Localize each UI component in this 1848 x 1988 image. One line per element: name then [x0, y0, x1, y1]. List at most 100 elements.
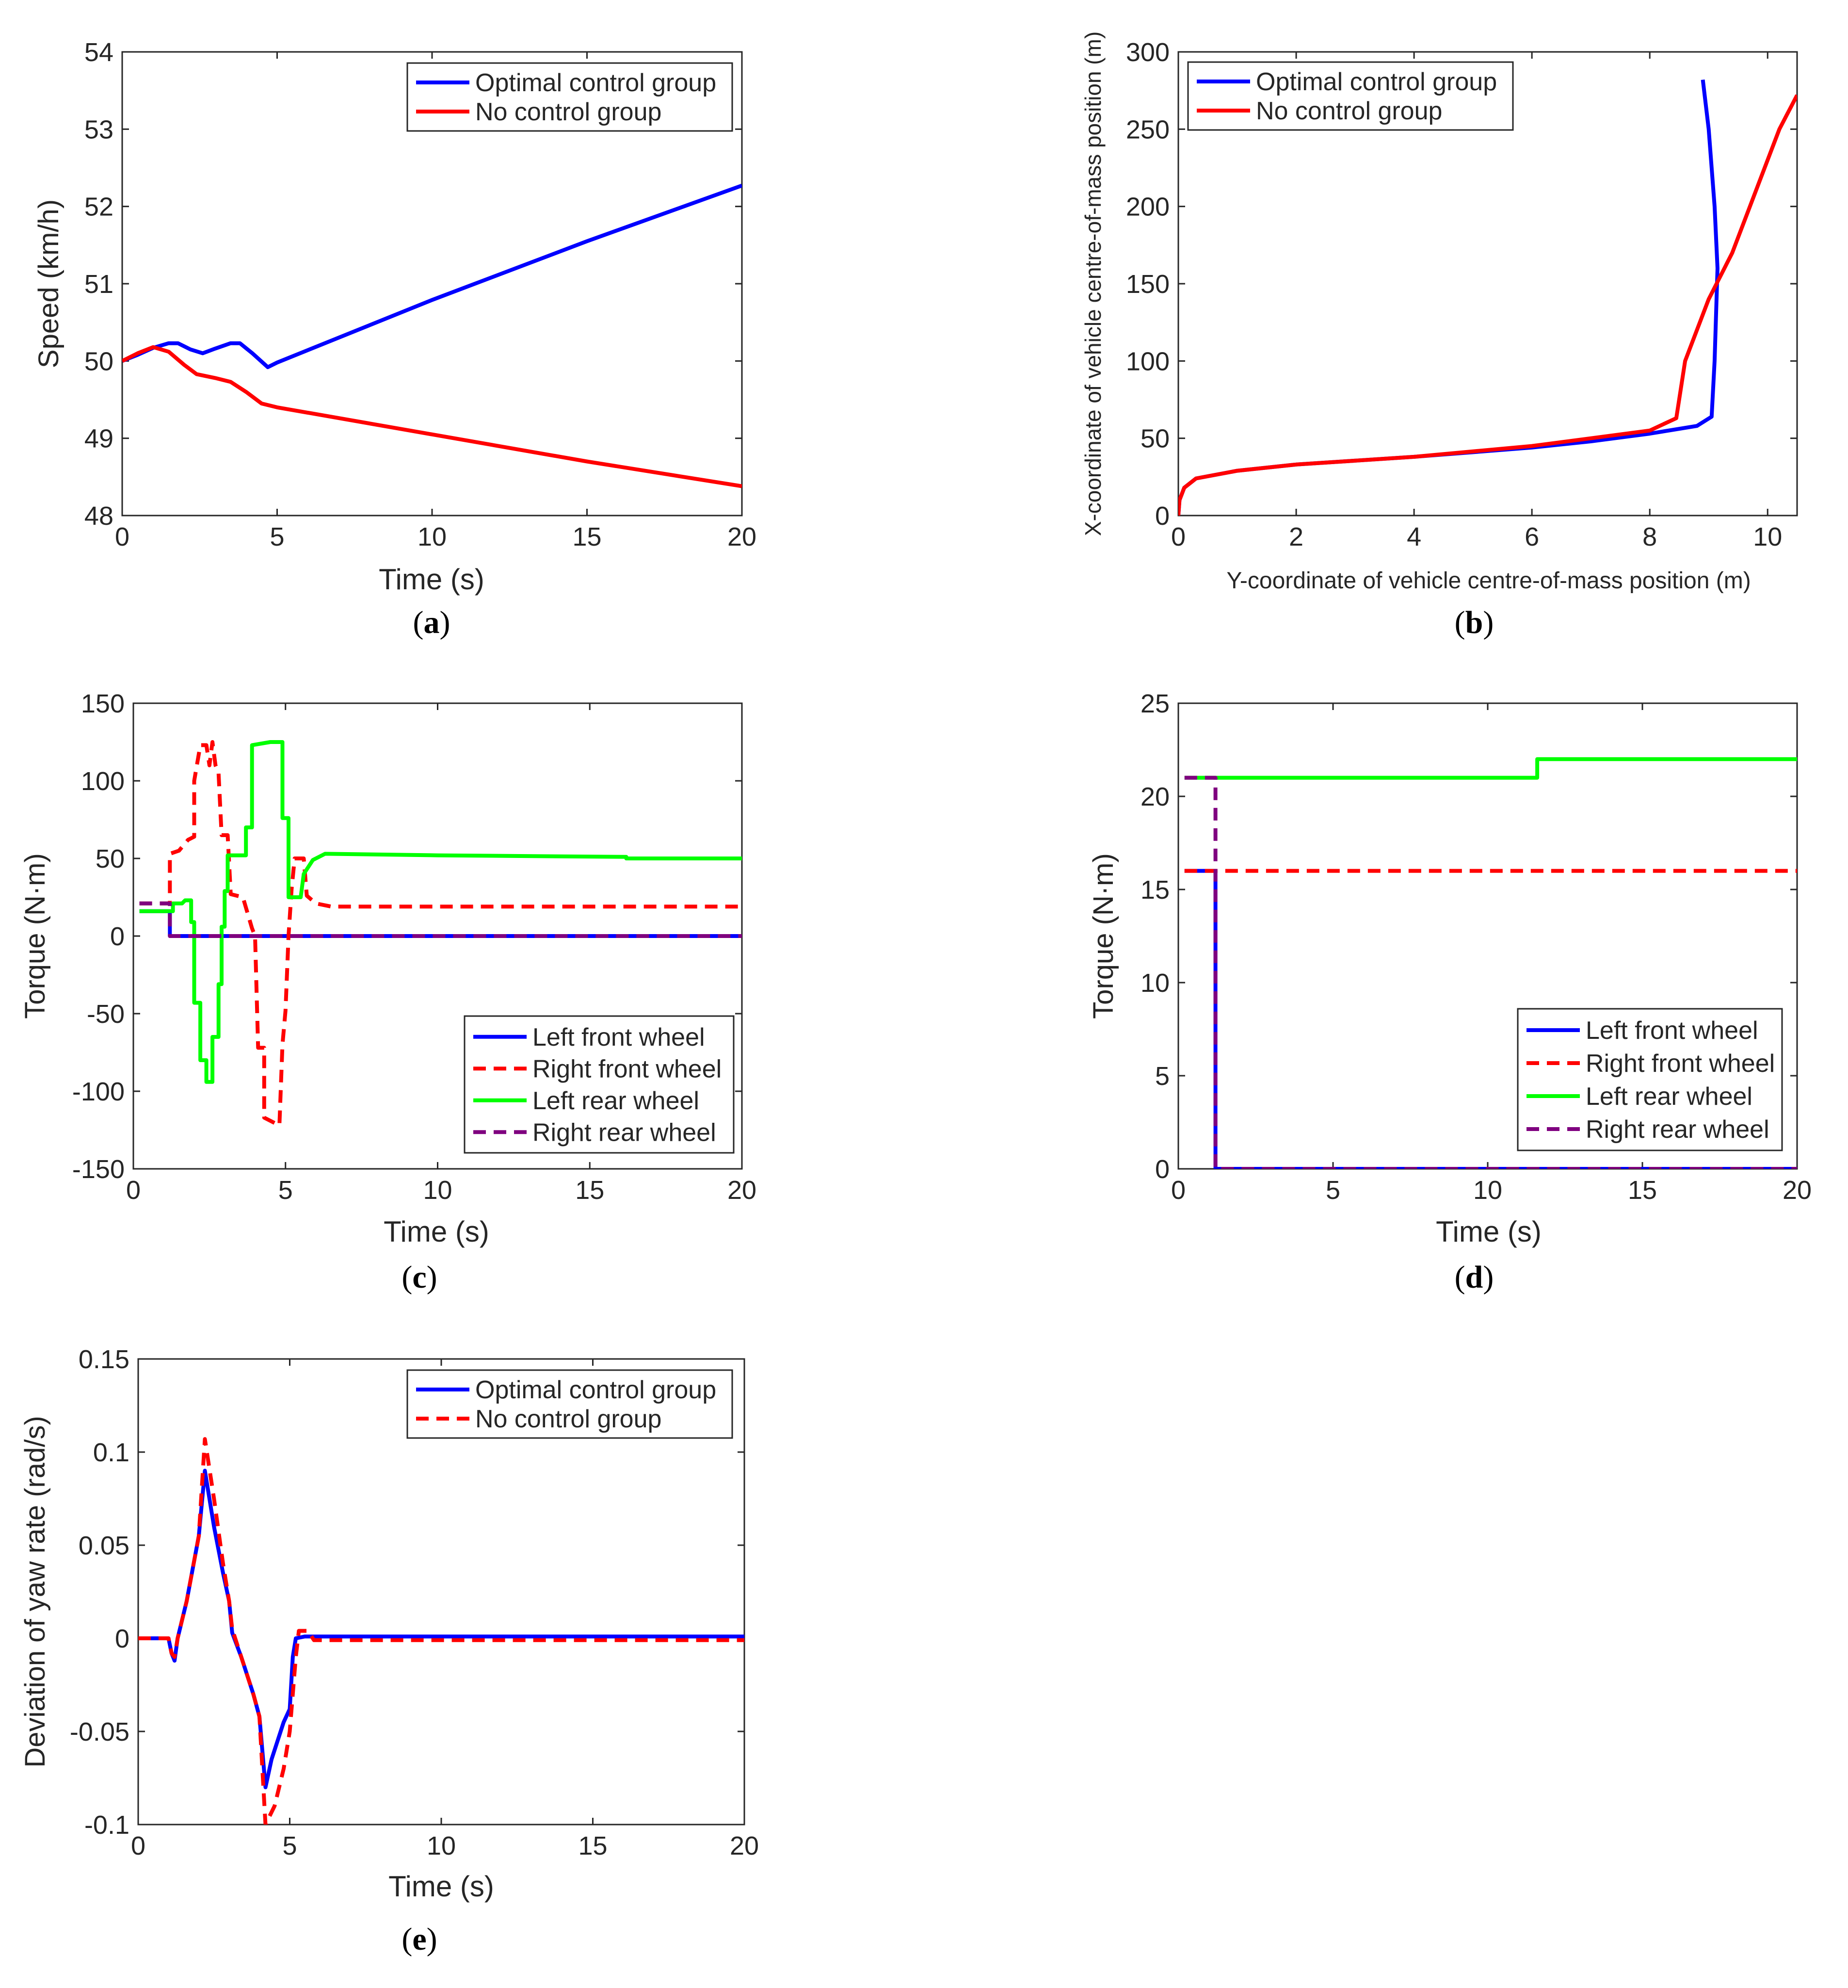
y-tick-label: 100: [81, 767, 125, 796]
y-axis-label: X-coordinate of vehicle centre-of-mass p…: [1080, 32, 1106, 536]
y-tick-label: -100: [72, 1077, 125, 1106]
x-tick-label: 8: [1642, 522, 1657, 551]
y-tick-label: 0.05: [79, 1531, 129, 1560]
x-tick-label: 2: [1289, 522, 1303, 551]
y-tick-label: 25: [1141, 689, 1170, 718]
legend-label: Left rear wheel: [1586, 1083, 1752, 1111]
y-tick-label: 54: [84, 38, 113, 67]
caption-paren: (: [1455, 1260, 1465, 1295]
x-tick-label: 15: [578, 1831, 607, 1860]
y-tick-label: -0.1: [84, 1810, 129, 1840]
panel-caption: (d): [1455, 1260, 1494, 1295]
y-tick-label: 0.1: [93, 1438, 129, 1467]
y-tick-label: 0: [110, 922, 125, 951]
y-axis-label: Speed (km/h): [33, 199, 64, 368]
y-tick-label: 0: [115, 1624, 129, 1653]
legend-label: Right front wheel: [532, 1055, 722, 1083]
caption-paren: ): [440, 605, 450, 640]
series-line-right-front-wheel: [139, 740, 742, 1128]
y-axis-label: Deviation of yaw rate (rad/s): [19, 1416, 51, 1767]
caption-letter: a: [424, 605, 440, 640]
caption-paren: ): [1483, 605, 1494, 640]
legend-label: Left front wheel: [532, 1023, 705, 1051]
y-tick-label: 15: [1141, 875, 1170, 905]
y-tick-label: 0.15: [79, 1345, 129, 1374]
x-axis-label: Time (s): [388, 1870, 494, 1903]
chart-panel-c: 0 5 10 15 20 -150 -100 -50 0 50 100 150 Time (s) Torq…: [19, 689, 756, 1295]
y-tick-label: 5: [1155, 1062, 1170, 1091]
series-line-left-rear-wheel: [139, 740, 742, 1084]
caption-paren: ): [1483, 1260, 1494, 1295]
legend-label: Left front wheel: [1586, 1017, 1758, 1045]
caption-letter: e: [412, 1922, 426, 1957]
y-tick-label: 52: [84, 193, 113, 222]
series-line-left-rear-wheel: [1184, 757, 1797, 780]
caption-paren: ): [427, 1922, 437, 1957]
y-tick-label: 20: [1141, 782, 1170, 811]
x-tick-label: 20: [727, 522, 756, 551]
y-tick-label: 200: [1126, 193, 1170, 222]
x-tick-label: 10: [1473, 1176, 1502, 1205]
series-line-no-control-group: [1178, 94, 1797, 516]
x-tick-label: 15: [575, 1176, 604, 1205]
series-line-right-rear-wheel: [1184, 776, 1797, 1169]
legend-box: [406, 1369, 733, 1439]
caption-paren: (: [413, 605, 424, 640]
x-tick-label: 15: [572, 522, 601, 551]
caption-letter: b: [1465, 605, 1483, 640]
panel-caption: (c): [402, 1260, 437, 1295]
chart-panel-a: 0 5 10 15 20 48 49 50 51 52 53 54 Time (s) Speed (km/…: [33, 38, 756, 640]
x-tick-label: 0: [1171, 522, 1186, 551]
legend-label: Left rear wheel: [532, 1087, 699, 1115]
y-tick-label: -150: [72, 1155, 125, 1184]
chart-panel-d: 0 5 10 15 20 0 5 10 15 20 25 Time (s) Torque (N·m) Le…: [1088, 689, 1812, 1295]
legend-box: [406, 62, 733, 132]
y-tick-label: 100: [1126, 347, 1170, 376]
x-axis-label: Y-coordinate of vehicle centre-of-mass p…: [1226, 568, 1751, 594]
caption-paren: ): [427, 1260, 437, 1295]
legend-label: Right rear wheel: [1586, 1115, 1769, 1144]
y-tick-label: 250: [1126, 115, 1170, 144]
legend-label: Right rear wheel: [532, 1118, 716, 1147]
y-tick-label: 150: [81, 689, 125, 718]
x-tick-label: 0: [1171, 1176, 1186, 1205]
legend-label: Right front wheel: [1586, 1050, 1775, 1078]
x-tick-label: 15: [1628, 1176, 1657, 1205]
y-tick-label: 10: [1141, 969, 1170, 998]
series-line-no-control-group: [122, 345, 742, 488]
x-tick-label: 5: [270, 522, 284, 551]
y-tick-label: 50: [1141, 424, 1170, 453]
legend: Left front wheel Right front wheel Left re…: [1517, 1008, 1783, 1151]
legend-label: Optimal control group: [475, 1376, 716, 1404]
y-tick-label: -50: [87, 1000, 125, 1029]
legend-box: [1187, 61, 1514, 131]
caption-letter: d: [1465, 1260, 1483, 1295]
caption-letter: c: [412, 1260, 426, 1295]
y-tick-label: 48: [84, 501, 113, 531]
series-line-optimal-control-group: [122, 183, 742, 370]
legend-label: No control group: [1256, 97, 1442, 125]
x-tick-label: 20: [727, 1176, 756, 1205]
y-tick-label: 51: [84, 270, 113, 299]
legend-label: No control group: [475, 98, 661, 126]
x-tick-label: 20: [1783, 1176, 1812, 1205]
y-tick-label: 50: [84, 347, 113, 376]
legend-label: Optimal control group: [475, 69, 716, 97]
x-tick-label: 6: [1525, 522, 1539, 551]
x-tick-label: 0: [115, 522, 129, 551]
panel-caption: (b): [1455, 605, 1494, 640]
y-tick-label: 53: [84, 115, 113, 144]
y-tick-label: 50: [96, 844, 125, 873]
y-tick-label: 0: [1155, 501, 1170, 531]
y-tick-label: 300: [1126, 38, 1170, 67]
legend-label: No control group: [475, 1405, 661, 1433]
x-tick-label: 10: [418, 522, 447, 551]
series-line-right-rear-wheel: [139, 901, 742, 938]
legend-label: Optimal control group: [1256, 68, 1497, 96]
legend-box: [1517, 1008, 1783, 1151]
y-tick-label: 150: [1126, 270, 1170, 299]
